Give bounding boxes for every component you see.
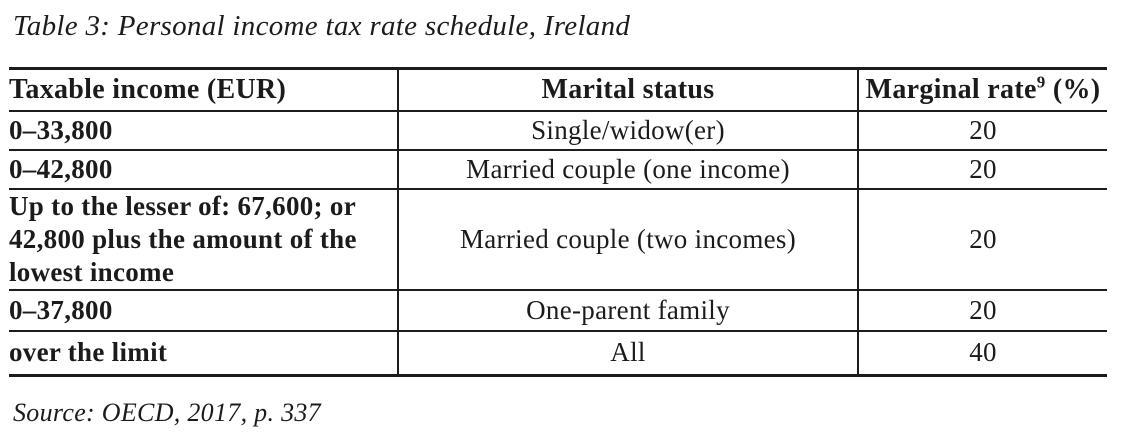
status-cell: Married couple (one income) bbox=[397, 149, 858, 189]
income-cell: 0–37,800 bbox=[9, 290, 398, 331]
status-cell: Married couple (two incomes) bbox=[397, 188, 858, 290]
column-header-taxable-income: Taxable income (EUR) bbox=[9, 73, 287, 105]
footnote-ref-9: 9 bbox=[1036, 72, 1046, 92]
tax-rate-table: Taxable income (EUR) Marital status Marg… bbox=[9, 67, 1107, 377]
status-cell: Single/widow(er) bbox=[397, 110, 858, 150]
rate-cell: 20 bbox=[857, 289, 1107, 331]
income-text: over the limit bbox=[9, 337, 168, 368]
income-cell: 0–42,800 bbox=[9, 150, 398, 189]
rate-cell: 20 bbox=[857, 149, 1107, 189]
income-text: 0–42,800 bbox=[9, 153, 113, 184]
income-text-line-3: lowest income bbox=[9, 256, 175, 287]
rate-cell: 20 bbox=[857, 188, 1107, 290]
table-row: 0–33,800 Single/widow(er) 20 bbox=[9, 110, 1107, 150]
income-text-line-1: Up to the lesser of: 67,600; or bbox=[9, 190, 356, 221]
rate-cell: 20 bbox=[857, 110, 1107, 150]
income-cell: 0–33,800 bbox=[9, 111, 398, 150]
column-header-marital-status: Marital status bbox=[397, 68, 858, 111]
table-row: 0–37,800 One-parent family 20 bbox=[9, 289, 1107, 331]
table-row: 0–42,800 Married couple (one income) 20 bbox=[9, 149, 1107, 189]
rate-cell: 40 bbox=[857, 330, 1107, 376]
table-row: over the limit All 40 bbox=[9, 330, 1107, 376]
column-header-marginal-rate: Marginal rate9 (%) bbox=[857, 68, 1107, 111]
income-cell: over the limit bbox=[9, 331, 398, 376]
marginal-rate-unit: (%) bbox=[1045, 73, 1101, 105]
source-citation: Source: OECD, 2017, p. 337 bbox=[13, 398, 321, 427]
income-text: 0–33,800 bbox=[9, 114, 113, 145]
marginal-rate-label: Marginal rate bbox=[865, 73, 1037, 105]
header-row: Taxable income (EUR) Marital status Marg… bbox=[9, 68, 1107, 111]
status-cell: All bbox=[397, 330, 858, 376]
table-title: Table 3: Personal income tax rate schedu… bbox=[13, 10, 631, 42]
income-text-line-2: 42,800 plus the amount of the bbox=[9, 223, 357, 254]
income-cell: Up to the lesser of: 67,600; or 42,800 p… bbox=[9, 189, 398, 290]
income-text: 0–37,800 bbox=[9, 294, 113, 325]
table-row: Up to the lesser of: 67,600; or 42,800 p… bbox=[9, 188, 1107, 290]
status-cell: One-parent family bbox=[397, 289, 858, 331]
